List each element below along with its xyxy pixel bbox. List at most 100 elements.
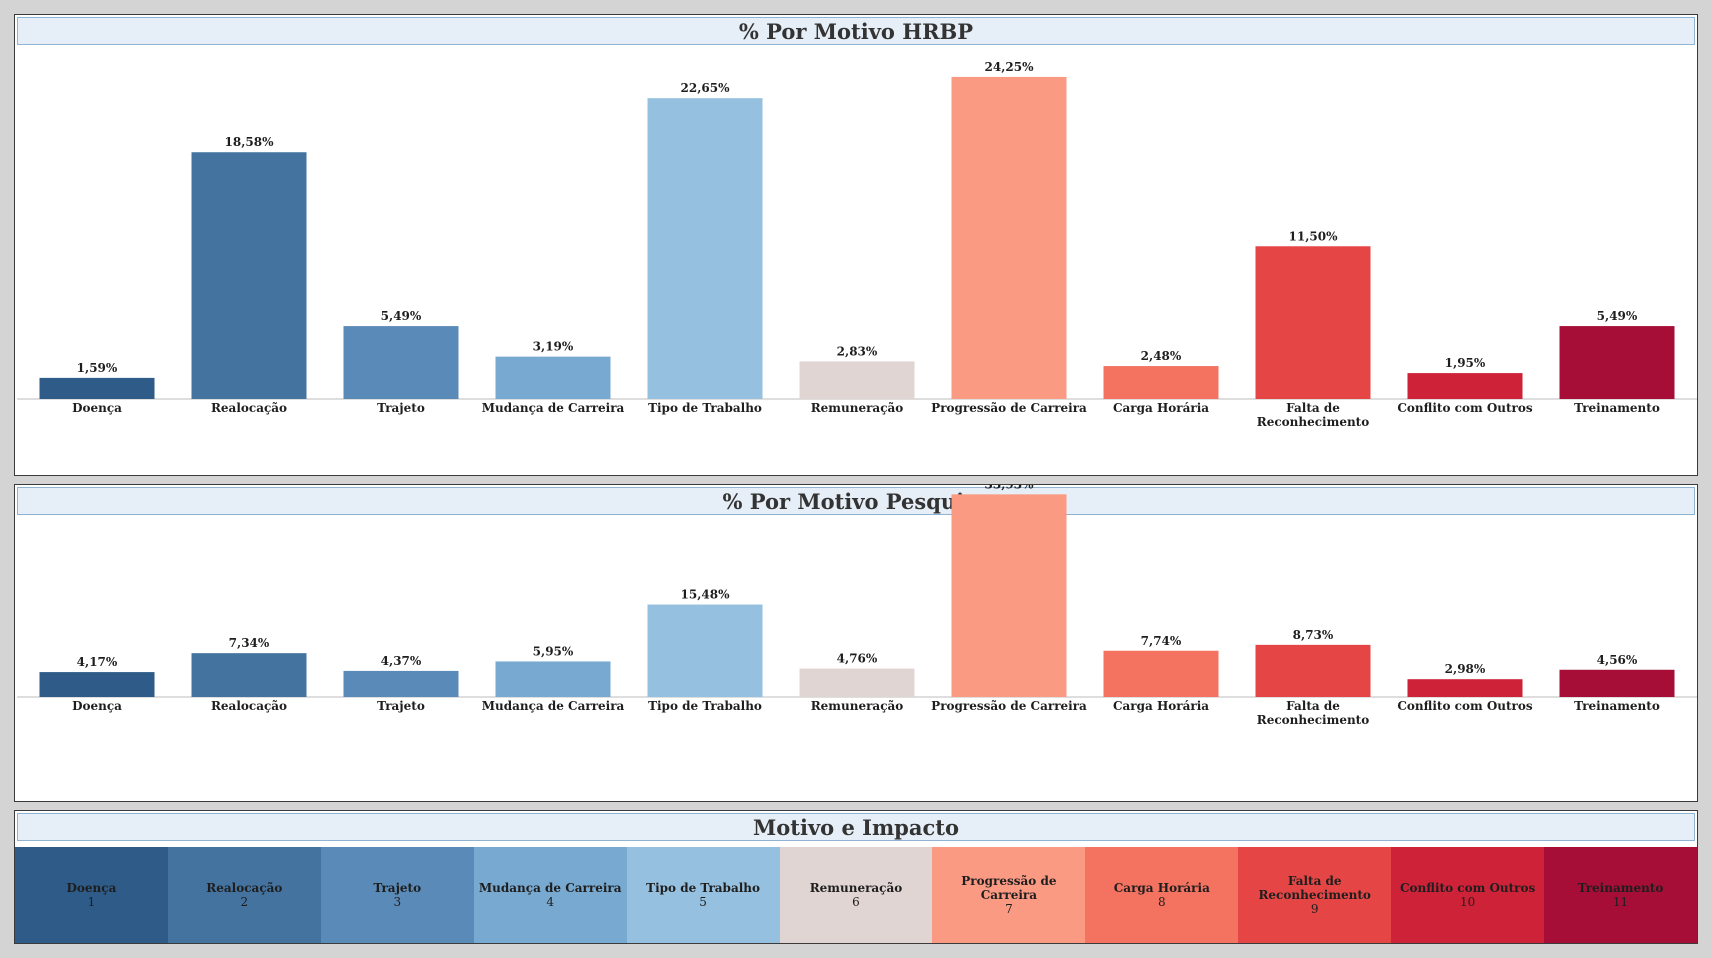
category-tick-label: Remuneração	[811, 699, 904, 713]
legend-cell[interactable]: Tipo de Trabalho 5	[626, 847, 780, 943]
category-tick-label: Tipo de Trabalho	[648, 699, 762, 713]
category-tick-label: Conflito com Outros	[1397, 699, 1533, 713]
legend-cell[interactable]: Conflito com Outros 10	[1391, 847, 1545, 943]
data-label: 7,34%	[229, 636, 270, 650]
category-tick-label: Treinamento	[1574, 699, 1660, 713]
data-label: 5,95%	[533, 644, 574, 658]
legend-label: Realocação	[206, 881, 283, 895]
category-tick-label: Realocação	[211, 401, 287, 415]
legend-number: 10	[1459, 895, 1476, 909]
hrbp-chart-panel: % Por Motivo HRBP 1,59% Doença 18,58% Realo…	[14, 14, 1698, 476]
legend-cell[interactable]: Remuneração 6	[779, 847, 933, 943]
data-label: 4,37%	[381, 654, 422, 668]
data-label: 4,17%	[77, 655, 118, 669]
data-label: 8,73%	[1293, 628, 1334, 642]
legend-label: Tipo de Trabalho	[646, 881, 761, 895]
category-tick-label: Mudança de Carreira	[482, 401, 625, 415]
bar[interactable]	[495, 356, 611, 399]
bar[interactable]	[1255, 644, 1371, 697]
legend-label: Mudança de Carreira	[478, 881, 622, 895]
bar[interactable]	[39, 377, 155, 399]
legend-label: Doença	[66, 881, 117, 895]
bar[interactable]	[191, 653, 307, 697]
category-tick-label: Mudança de Carreira	[482, 699, 625, 713]
bar[interactable]	[343, 670, 459, 697]
bar[interactable]	[343, 326, 459, 399]
bar[interactable]	[951, 76, 1067, 399]
legend-cell[interactable]: Treinamento 11	[1544, 847, 1697, 943]
legend-label: Remuneração	[809, 881, 903, 895]
legend-cell[interactable]: Realocação 2	[167, 847, 321, 943]
data-label: 15,48%	[681, 588, 731, 602]
legend-number: 7	[1005, 902, 1013, 916]
data-label: 4,76%	[837, 652, 878, 666]
bar[interactable]	[1103, 366, 1219, 399]
legend-number: 3	[393, 895, 402, 909]
legend-label: Progressão de Carreira	[961, 874, 1057, 902]
category-tick-label: Realocação	[211, 699, 287, 713]
bar[interactable]	[495, 661, 611, 697]
bar[interactable]	[1407, 373, 1523, 399]
bar[interactable]	[799, 361, 915, 399]
legend-label: Trajeto	[373, 881, 422, 895]
category-tick-label: Tipo de Trabalho	[648, 401, 762, 415]
bar[interactable]	[799, 668, 915, 697]
category-tick-label: Carga Horária	[1113, 401, 1209, 415]
pesquisa-chart-title: % Por Motivo Pesquisa	[17, 487, 1695, 515]
bar[interactable]	[951, 494, 1067, 697]
data-label: 3,19%	[533, 340, 574, 354]
data-label: 5,49%	[381, 309, 422, 323]
bar[interactable]	[39, 672, 155, 697]
legend-cell[interactable]: Falta de Reconhecimento 9	[1238, 847, 1392, 943]
legend-cell[interactable]: Trajeto 3	[320, 847, 474, 943]
category-tick-label: Falta de Reconhecimento	[1257, 699, 1369, 727]
legend-cell[interactable]: Progressão de Carreira 7	[932, 847, 1086, 943]
hrbp-chart-title: % Por Motivo HRBP	[17, 17, 1695, 45]
pesquisa-bar-chart: 4,17% Doença 7,34% Realocação 4,37% Trajeto 5,…	[17, 485, 1697, 727]
legend-number: 11	[1612, 895, 1629, 909]
legend-number: 1	[87, 895, 96, 909]
bar[interactable]	[191, 152, 307, 399]
bar[interactable]	[647, 98, 763, 399]
data-label: 33,93%	[985, 485, 1035, 491]
data-label: 1,59%	[77, 361, 118, 375]
motivo-impacto-panel: Motivo e Impacto Doença 1 Realocação 2 Traje…	[14, 810, 1698, 944]
category-tick-label: Trajeto	[377, 401, 425, 415]
legend-cell[interactable]: Mudança de Carreira 4	[473, 847, 627, 943]
data-label: 22,65%	[681, 81, 731, 95]
bar[interactable]	[1559, 326, 1675, 399]
category-tick-label: Carga Horária	[1113, 699, 1209, 713]
legend-number: 4	[546, 895, 554, 909]
bar[interactable]	[1559, 669, 1675, 697]
category-tick-label: Progressão de Carreira	[931, 401, 1087, 415]
data-label: 2,83%	[837, 344, 878, 358]
data-label: 4,56%	[1597, 653, 1638, 667]
hrbp-bar-chart: 1,59% Doença 18,58% Realocação 5,49% Trajeto 3…	[17, 60, 1697, 429]
category-tick-label: Doença	[72, 401, 122, 415]
data-label: 7,74%	[1141, 634, 1182, 648]
category-tick-label: Doença	[72, 699, 122, 713]
category-tick-label: Conflito com Outros	[1397, 401, 1533, 415]
legend-number: 9	[1310, 902, 1319, 916]
data-label: 2,48%	[1141, 349, 1182, 363]
bar[interactable]	[1255, 246, 1371, 399]
bar[interactable]	[1103, 650, 1219, 697]
data-label: 24,25%	[985, 60, 1035, 74]
legend-number: 6	[852, 895, 860, 909]
legend-cell[interactable]: Doença 1	[15, 847, 168, 943]
bar[interactable]	[1407, 679, 1523, 697]
pesquisa-chart-panel: % Por Motivo Pesquisa 4,17% Doença 7,34% Re…	[14, 484, 1698, 802]
data-label: 1,95%	[1445, 356, 1486, 370]
data-label: 5,49%	[1597, 309, 1638, 323]
data-label: 2,98%	[1445, 662, 1486, 676]
legend-number: 8	[1157, 895, 1166, 909]
legend-label: Falta de Reconhecimento	[1258, 874, 1371, 902]
data-label: 11,50%	[1289, 229, 1339, 243]
bar[interactable]	[647, 604, 763, 697]
legend-label: Treinamento	[1577, 881, 1664, 895]
legend-label: Conflito com Outros	[1399, 881, 1536, 895]
category-tick-label: Falta de Reconhecimento	[1257, 401, 1369, 429]
legend-number: 2	[240, 895, 249, 909]
legend-cell[interactable]: Carga Horária 8	[1085, 847, 1239, 943]
category-tick-label: Remuneração	[811, 401, 904, 415]
